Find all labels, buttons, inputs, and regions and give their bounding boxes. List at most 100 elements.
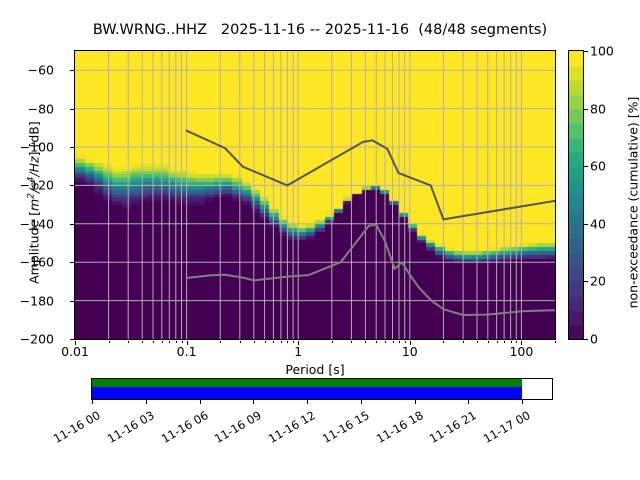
timeline-tick-mark [414,400,416,404]
x-tick-minor [487,341,489,343]
y-tick-label: −120 [19,177,54,193]
timeline-tick-mark [360,400,362,404]
timeline-tick-mark [307,400,309,404]
y-tick-mark [70,223,74,225]
x-tick-mark [298,341,300,345]
colorbar-tick-mark [584,51,588,52]
y-tick-mark [70,339,74,340]
timeline-tick-mark [199,400,201,404]
timeline-tick-label: 11-16 21 [427,408,480,446]
colorbar-label: non-exceedance (cumulative) [%] [625,96,640,309]
ppsd-plot-area [74,50,556,340]
y-tick-mark [70,147,74,148]
x-tick-minor [293,341,295,343]
colorbar-gradient [569,51,583,339]
x-tick-minor [516,341,518,343]
x-tick-mark [409,341,411,345]
x-tick-mark [75,341,76,345]
x-tick-label: 1 [294,344,303,359]
x-tick-minor [443,341,445,343]
x-tick-minor [376,341,378,343]
y-tick-mark [70,70,74,72]
y-tick-mark [70,262,74,264]
colorbar-tick-mark [584,166,588,168]
y-tick-mark [70,108,74,110]
x-tick-minor [264,341,266,343]
colorbar [568,50,584,340]
x-tick-minor [496,341,498,343]
colorbar-tick-mark [584,281,588,283]
colorbar-tick-label: 40 [590,216,606,232]
x-tick-label: 100 [509,344,534,359]
x-tick-minor [169,341,171,343]
plot-gridlines [75,51,555,339]
colorbar-tick-label: 100 [590,43,614,59]
x-tick-minor [175,341,177,343]
x-tick-minor [385,341,386,343]
x-tick-minor [239,341,241,343]
y-tick-label: −200 [19,331,54,347]
coverage-blue-bar [92,387,523,399]
y-axis-label: Amplitude [m2/s4/Hz] [dB] [26,121,42,284]
data-coverage-timeline [91,378,553,400]
timeline-tick-label: 11-16 15 [319,408,372,446]
x-tick-label: 10 [401,344,418,359]
x-tick-mark [521,341,523,345]
x-tick-minor [142,341,144,343]
x-tick-minor [153,341,154,343]
y-tick-label: −180 [19,293,54,309]
x-axis-label: Period [s] [285,362,345,377]
colorbar-tick-label: 60 [590,158,606,174]
page-title: BW.WRNG..HHZ 2025-11-16 -- 2025-11-16 (4… [92,22,548,38]
timeline-tick-mark [92,400,93,404]
x-tick-minor [161,341,163,343]
timeline-tick-label: 11-16 09 [212,408,265,446]
timeline-tick-label: 11-17 00 [481,408,533,446]
x-tick-minor [555,341,556,343]
x-tick-minor [392,341,394,343]
timeline-tick-label: 11-16 06 [158,408,211,446]
y-tick-mark [70,185,74,187]
y-tick-label: −140 [19,216,54,232]
y-tick-label: −60 [27,62,54,78]
x-tick-minor [351,341,353,343]
timeline-tick-label: 11-16 12 [266,408,318,446]
ppsd-histogram-image [75,51,555,339]
y-tick-label: −100 [19,139,54,155]
x-tick-minor [273,341,275,343]
timeline-tick-mark [468,400,470,404]
x-tick-minor [399,341,400,343]
x-tick-label: 0.1 [176,344,197,359]
x-tick-minor [365,341,367,343]
x-tick-minor [504,341,506,343]
colorbar-tick-label: 80 [590,101,606,117]
timeline-tick-mark [522,400,524,404]
x-tick-label: 0.01 [61,344,89,359]
x-tick-minor [510,341,512,343]
x-tick-minor [108,341,110,343]
x-tick-minor [128,341,130,343]
colorbar-tick-mark [584,223,588,225]
timeline-tick-mark [145,400,147,404]
noise-model-lines [185,129,555,316]
y-tick-label: −160 [19,254,54,270]
timeline-tick-mark [253,400,255,404]
x-tick-minor [477,341,478,343]
x-tick-minor [463,341,465,343]
x-tick-minor [280,341,282,343]
colorbar-tick-mark [584,339,588,340]
x-tick-minor [287,341,289,343]
y-tick-label: −80 [27,101,54,117]
colorbar-tick-mark [584,108,588,110]
timeline-tick-label: 11-16 18 [373,408,426,446]
x-tick-minor [220,341,222,343]
colorbar-tick-label: 0 [590,331,598,347]
x-tick-minor [404,341,406,343]
coverage-green-bar [92,379,523,388]
timeline-tick-label: 11-16 00 [50,408,103,446]
x-tick-minor [331,341,333,343]
colorbar-tick-label: 20 [590,273,606,289]
x-tick-minor [181,341,183,343]
x-tick-minor [253,341,255,343]
